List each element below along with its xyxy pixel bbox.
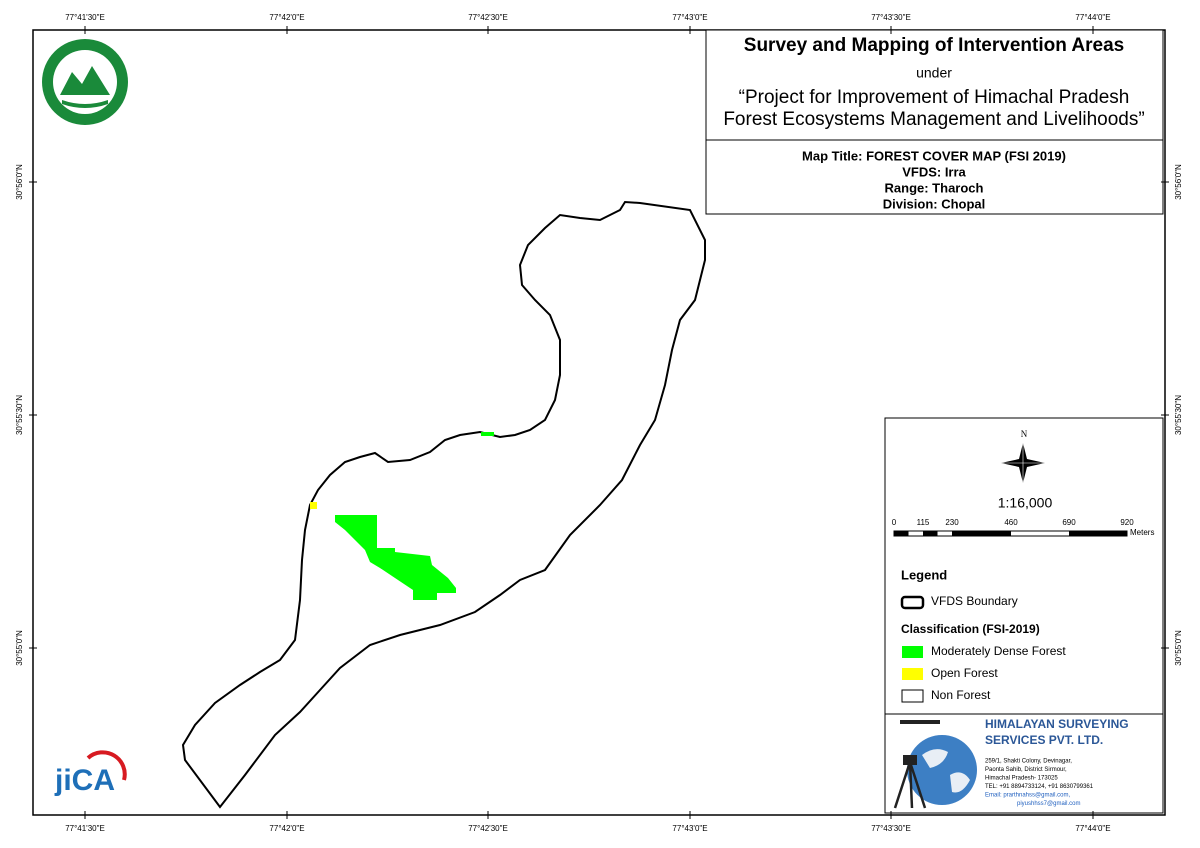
boundary-swatch <box>900 595 925 610</box>
scale-unit: Meters <box>1130 528 1154 537</box>
jica-logo: jiCA <box>54 750 127 797</box>
project-line: Forest Ecosystems Management and Livelih… <box>723 109 1144 130</box>
title-box <box>705 29 1164 141</box>
jica-text: jiCA <box>54 764 115 797</box>
latitude-label: 30°55'30"N <box>1174 395 1183 435</box>
latitude-label: 30°56'0"N <box>1174 164 1183 200</box>
longitude-label: 77°42'0"E <box>269 13 304 22</box>
longitude-label: 77°41'30"E <box>65 13 105 22</box>
scale-label: 115 <box>917 518 930 527</box>
under-text: under <box>916 65 952 81</box>
longitude-label: 77°43'30"E <box>871 13 911 22</box>
moderately-dense-forest-patch <box>335 515 456 600</box>
company-name: HIMALAYAN SURVEYING <box>985 717 1129 731</box>
longitude-label: 77°42'30"E <box>468 13 508 22</box>
legend-label: Non Forest <box>931 688 991 702</box>
scale-label: 920 <box>1120 518 1134 527</box>
company-logo <box>893 720 977 809</box>
scale-label: 690 <box>1062 518 1076 527</box>
company-info: HIMALAYAN SURVEYING SERVICES PVT. LTD. 259… <box>985 717 1129 807</box>
longitude-label: 77°43'0"E <box>672 824 707 833</box>
graticule-labels: 77°41'30"E 77°41'30"E 77°42'0"E 77°42'0"E 77… <box>15 13 1183 833</box>
vfds-boundary <box>181 200 706 809</box>
company-name: SERVICES PVT. LTD. <box>985 733 1103 747</box>
latitude-label: 30°56'0"N <box>15 164 24 200</box>
longitude-label: 77°43'30"E <box>871 824 911 833</box>
company-address: Email: prarthnahss@gmail.com, <box>985 793 1070 799</box>
company-address: Himachal Pradesh- 173025 <box>985 776 1058 782</box>
longitude-label: 77°44'0"E <box>1075 13 1110 22</box>
moderately-dense-forest-patch <box>481 432 494 436</box>
scale-label: 230 <box>945 518 959 527</box>
longitude-label: 77°41'30"E <box>65 824 105 833</box>
scale-bar: 0 115 230 460 690 920 <box>892 518 1134 537</box>
legend-title: Legend <box>901 567 947 582</box>
legend-label: Moderately Dense Forest <box>931 644 1066 658</box>
company-address: piyushhss7@gmail.com <box>1017 801 1080 807</box>
project-line: “Project for Improvement of Himachal Pra… <box>739 87 1130 108</box>
longitude-label: 77°42'30"E <box>468 824 508 833</box>
map-info-line: Division: Chopal <box>883 196 986 211</box>
map-info-line: Range: Tharoch <box>885 180 984 195</box>
map-info-line: VFDS: Irra <box>902 164 966 179</box>
north-label: N <box>1021 429 1028 439</box>
legend-swatch <box>902 646 923 658</box>
map-info-line: Map Title: FOREST COVER MAP (FSI 2019) <box>802 148 1066 163</box>
legend-label: Open Forest <box>931 666 998 680</box>
classification-title: Classification (FSI-2019) <box>901 622 1040 636</box>
title: Survey and Mapping of Intervention Areas <box>744 35 1124 56</box>
latitude-label: 30°55'0"N <box>1174 630 1183 666</box>
map-info-box <box>705 139 1164 215</box>
longitude-label: 77°43'0"E <box>672 13 707 22</box>
company-address: TEL: +91 8894733124, +91 8630799361 <box>985 784 1094 790</box>
company-address: Paonta Sahib, District Sirmour, <box>985 767 1067 773</box>
longitude-label: 77°44'0"E <box>1075 824 1110 833</box>
latitude-label: 30°55'0"N <box>15 630 24 666</box>
scale-ratio: 1:16,000 <box>998 495 1053 511</box>
legend-swatch <box>902 668 923 680</box>
scale-label: 460 <box>1004 518 1018 527</box>
company-address: 259/1, Shakti Colony, Devinagar, <box>985 759 1072 765</box>
latitude-label: 30°55'30"N <box>15 395 24 435</box>
forest-department-emblem <box>42 39 128 125</box>
map-info: Map Title: FOREST COVER MAP (FSI 2019)VF… <box>802 148 1066 211</box>
longitude-label: 77°42'0"E <box>269 824 304 833</box>
north-arrow <box>1001 443 1045 483</box>
open-forest-patch <box>310 502 317 509</box>
legend-items: Moderately Dense Forest Open Forest Non Fo… <box>901 644 1066 703</box>
legend-label: VFDS Boundary <box>931 594 1018 608</box>
scale-label: 0 <box>892 518 897 527</box>
legend-swatch <box>901 689 924 703</box>
